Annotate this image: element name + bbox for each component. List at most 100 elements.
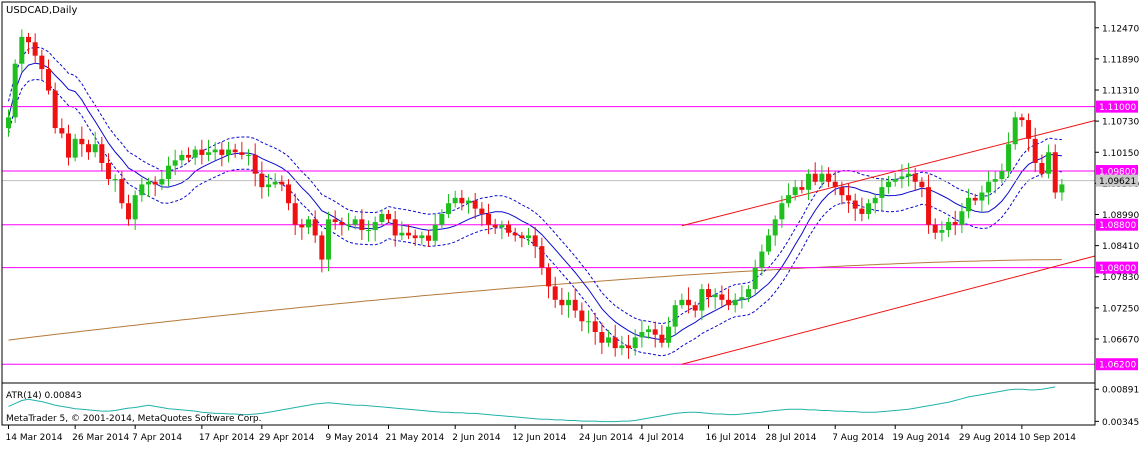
y-tick-label: 1.08990 (1102, 211, 1139, 221)
y-tick-label: 1.07250 (1102, 304, 1139, 314)
candle-body (892, 179, 898, 182)
level-label-bg (1096, 261, 1138, 274)
candle-body (732, 299, 738, 306)
x-tick-label: 2 Jun 2014 (452, 433, 501, 443)
y-tick-label: 1.12470 (1102, 24, 1139, 34)
x-tick-label: 10 Sep 2014 (1019, 433, 1076, 443)
candle (392, 210, 398, 247)
candle-body (986, 181, 992, 193)
candle (806, 169, 812, 201)
candle-body (492, 224, 498, 228)
candle (106, 153, 112, 186)
x-tick-label: 26 Mar 2014 (72, 433, 129, 443)
candle-body (806, 173, 812, 190)
candle (459, 190, 465, 211)
upper-envelope-line (8, 46, 1062, 325)
candle-body (679, 299, 685, 306)
channel-lower-line (681, 255, 1096, 365)
candle (1006, 132, 1012, 178)
candle (339, 217, 345, 236)
candle-body (59, 128, 65, 134)
candle-body (512, 232, 518, 236)
candle-body (99, 144, 105, 163)
candle (112, 174, 118, 192)
candle-body (166, 165, 172, 180)
candle (312, 210, 318, 243)
candle-body (412, 235, 418, 239)
candle-body (192, 149, 198, 158)
candle (26, 32, 32, 54)
x-tick-label: 14 Mar 2014 (6, 433, 63, 443)
candle-body (1012, 117, 1018, 145)
atr-tick-label: 0.00891 (1102, 386, 1139, 396)
candle (992, 171, 998, 194)
candle (332, 210, 338, 230)
candle (532, 226, 538, 259)
candle (732, 293, 738, 313)
x-tick-label: 16 Jul 2014 (706, 433, 757, 443)
candle-body (12, 63, 18, 118)
candle-body (1059, 184, 1065, 193)
candle-body (252, 154, 258, 174)
candle (946, 217, 952, 238)
y-tick-label: 1.08410 (1102, 242, 1139, 252)
x-tick-label: 12 Jun 2014 (512, 433, 566, 443)
candle (639, 320, 645, 348)
candle-body (86, 144, 92, 153)
candle (606, 329, 612, 347)
candle-body (599, 332, 605, 343)
candle (999, 163, 1005, 184)
candle (579, 302, 585, 332)
candle (32, 33, 38, 63)
candle (986, 171, 992, 205)
candle (486, 203, 492, 235)
level-label: 1.08800 (1099, 221, 1136, 231)
candle (372, 216, 378, 242)
x-tick-label: 17 Apr 2014 (199, 433, 255, 443)
candle (746, 285, 752, 302)
candle (1052, 144, 1058, 199)
candle (859, 197, 865, 222)
candle-body (626, 345, 632, 349)
candle-body (479, 208, 485, 214)
candle-body (152, 181, 158, 185)
candle (66, 124, 72, 166)
candle (632, 329, 638, 356)
candle-body (359, 219, 365, 231)
candle-body (346, 224, 352, 226)
candle-body (886, 181, 892, 188)
candle-body (879, 187, 885, 198)
candle-body (446, 203, 452, 214)
candle-body (499, 224, 505, 228)
candle (872, 193, 878, 214)
candle-body (199, 149, 205, 155)
candle-body (279, 181, 285, 185)
candle (766, 229, 772, 256)
candle-body (146, 181, 152, 185)
candle (619, 335, 625, 356)
candle (792, 180, 798, 201)
candle-body (272, 181, 278, 185)
candle (72, 133, 78, 162)
candle-body (206, 152, 212, 155)
x-tick-label: 24 Jun 2014 (579, 433, 633, 443)
candle-body (619, 345, 625, 349)
candle-body (552, 286, 558, 300)
candle (139, 177, 145, 202)
candle-body (812, 173, 818, 182)
candle-body (759, 251, 765, 268)
candle (1026, 113, 1032, 152)
current-price-label: 1.09621 (1099, 177, 1136, 187)
candle-body (899, 176, 905, 180)
candle (546, 263, 552, 299)
candle (39, 49, 45, 80)
candle-body (39, 55, 45, 70)
candle (1019, 113, 1025, 127)
candle (966, 188, 972, 219)
candle-body (92, 144, 98, 153)
candle (399, 221, 405, 241)
candle-body (306, 219, 312, 228)
candle (979, 185, 985, 213)
level-label: 1.09800 (1099, 168, 1136, 178)
